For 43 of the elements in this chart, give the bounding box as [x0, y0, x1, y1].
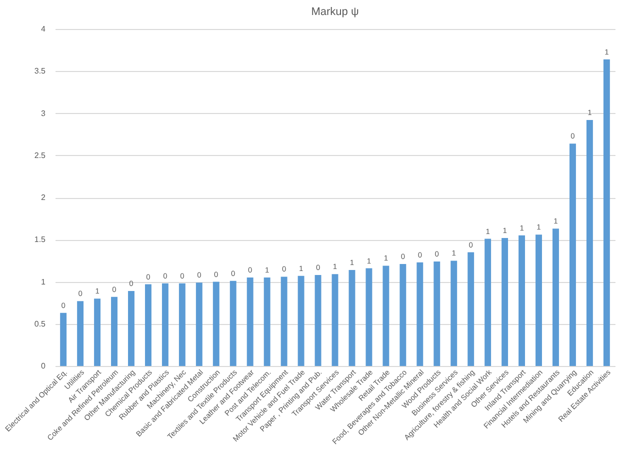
- y-tick-label: 3: [41, 108, 46, 118]
- bar: [468, 252, 474, 366]
- bar: [434, 262, 440, 366]
- bar: [178, 283, 186, 366]
- bar: [162, 283, 168, 366]
- bar: [332, 274, 338, 366]
- bar: [144, 284, 152, 366]
- bar: [298, 276, 304, 366]
- bar: [586, 120, 593, 366]
- bar: [382, 266, 390, 366]
- bar: [450, 260, 458, 366]
- bar: [230, 280, 236, 366]
- bar: [536, 234, 542, 366]
- bar: [111, 296, 118, 366]
- y-tick-label: 0.5: [34, 319, 46, 328]
- bar: [400, 264, 406, 366]
- bar: [518, 235, 526, 366]
- y-tick-label: 2.5: [34, 150, 46, 160]
- bar: [603, 59, 610, 366]
- y-tick-label: 2: [41, 193, 46, 202]
- bar: [552, 228, 559, 366]
- y-tick-label: 3.5: [34, 66, 46, 76]
- bar: [502, 238, 508, 366]
- y-tick-label: 4: [41, 24, 46, 34]
- bar: [280, 276, 288, 366]
- y-tick-label: 0: [41, 362, 46, 370]
- bar: [212, 282, 220, 366]
- bar: [77, 301, 84, 366]
- bar: [196, 282, 202, 366]
- chart-title: Markup ψ: [311, 6, 359, 18]
- y-tick-label: 1: [41, 277, 46, 286]
- bar: [94, 298, 101, 366]
- bar: [264, 278, 270, 366]
- bar: [128, 291, 134, 366]
- bar: [246, 278, 254, 366]
- y-tick-label: 1.5: [34, 235, 46, 244]
- bar: [569, 144, 576, 366]
- bar: [314, 275, 322, 366]
- bar: [484, 238, 492, 366]
- bar: [348, 270, 356, 366]
- bar: [60, 312, 67, 366]
- bar: [366, 268, 372, 366]
- bar: [416, 262, 424, 366]
